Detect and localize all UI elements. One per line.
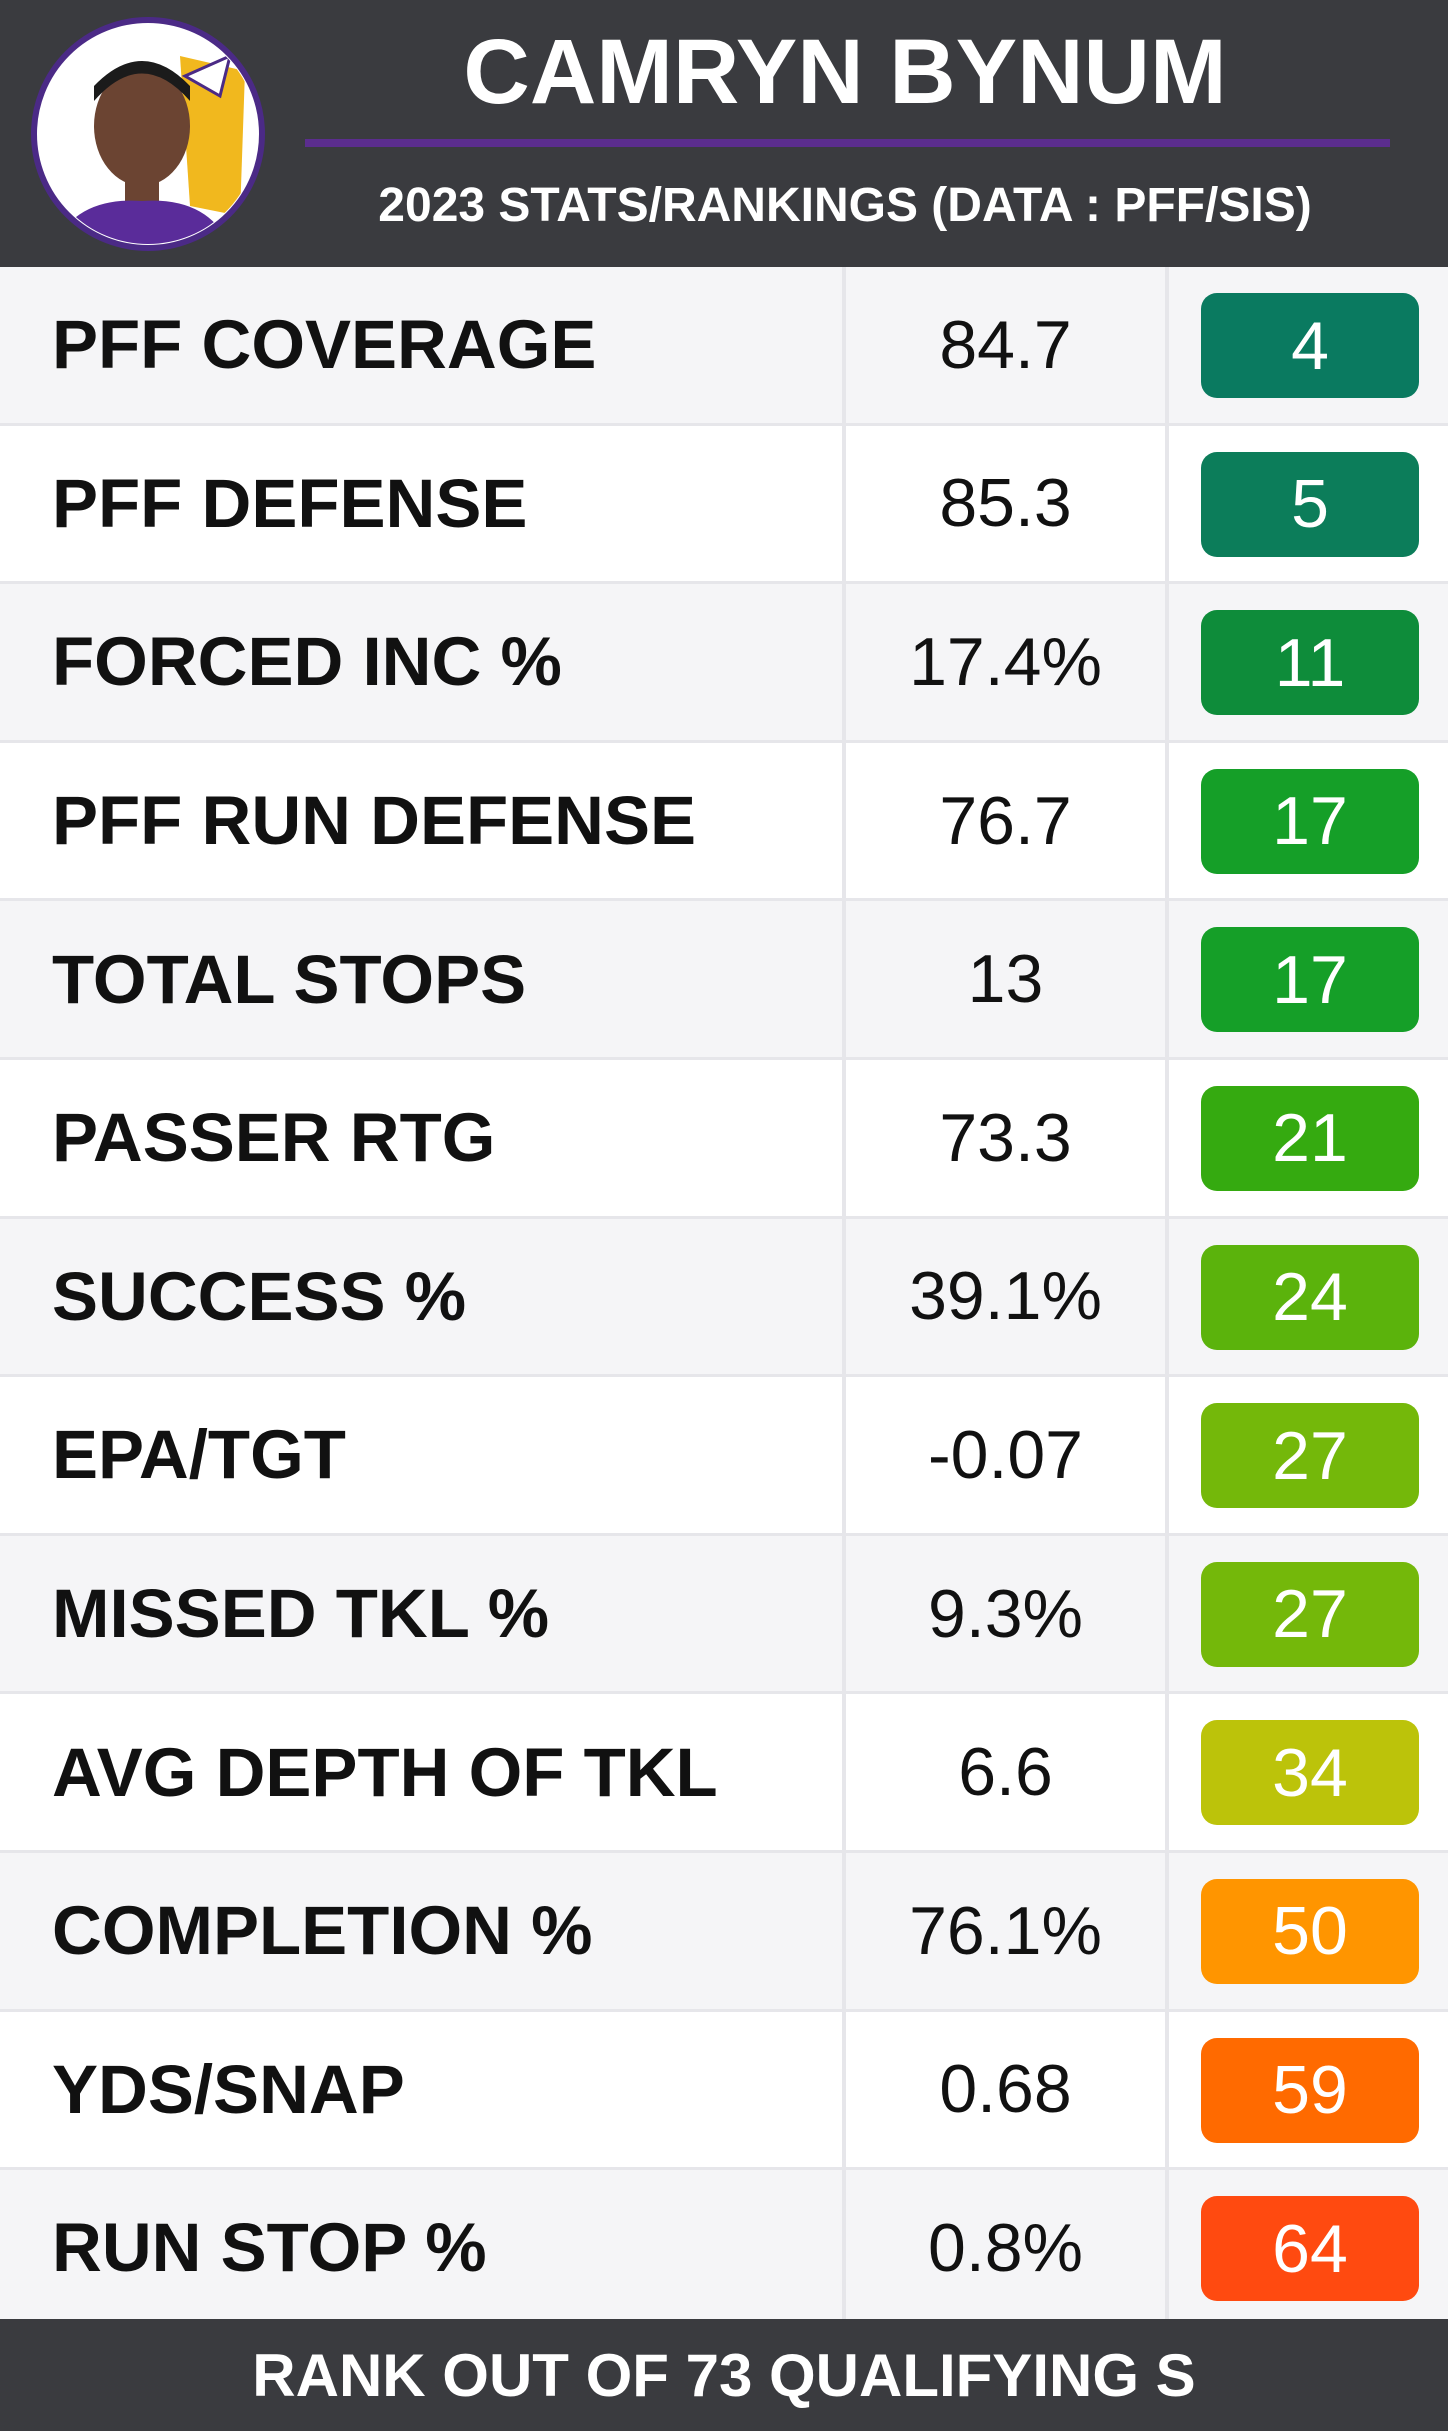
footer: RANK OUT OF 73 QUALIFYING S (0, 2319, 1448, 2431)
stat-value: 0.8% (842, 2170, 1169, 2326)
stat-row: TOTAL STOPS 13 17 (0, 901, 1448, 1060)
stat-label: PFF DEFENSE (52, 464, 528, 542)
stat-label: AVG DEPTH OF TKL (52, 1733, 718, 1811)
stat-value: 85.3 (842, 425, 1169, 582)
stat-value: 76.7 (842, 742, 1169, 899)
stat-value: 13 (842, 901, 1169, 1057)
header: CAMRYN BYNUM 2023 STATS/RANKINGS (DATA :… (0, 0, 1448, 267)
stat-label: PFF COVERAGE (52, 306, 597, 384)
divider (305, 139, 1390, 147)
stat-label: FORCED INC % (52, 623, 562, 701)
stat-row: YDS/SNAP 0.68 59 (0, 2011, 1448, 2171)
subtitle: 2023 STATS/RANKINGS (DATA : PFF/SIS) (378, 179, 1312, 232)
stat-value: 17.4% (842, 584, 1169, 740)
rank-badge: 59 (1201, 2037, 1419, 2143)
stat-value: 76.1% (842, 1852, 1169, 2009)
stat-label: RUN STOP % (52, 2209, 487, 2287)
stat-value: 39.1% (842, 1218, 1169, 1375)
stat-label: YDS/SNAP (52, 2050, 405, 2128)
stat-label: MISSED TKL % (52, 1575, 550, 1653)
stat-label: SUCCESS % (52, 1257, 467, 1335)
player-photo (31, 17, 265, 251)
rank-badge: 24 (1201, 1244, 1419, 1350)
stat-row: SUCCESS % 39.1% 24 (0, 1218, 1448, 1378)
stat-row: COMPLETION % 76.1% 50 (0, 1852, 1448, 2012)
rank-badge: 4 (1201, 293, 1419, 398)
rank-badge: 50 (1201, 1878, 1419, 1984)
stat-row: PASSER RTG 73.3 21 (0, 1059, 1448, 1219)
stat-row: EPA/TGT -0.07 27 (0, 1377, 1448, 1536)
rank-badge: 27 (1201, 1561, 1419, 1667)
stat-label: COMPLETION % (52, 1892, 593, 1970)
rank-badge: 17 (1201, 768, 1419, 874)
stat-row: PFF RUN DEFENSE 76.7 17 (0, 742, 1448, 902)
stat-value: -0.07 (842, 1377, 1169, 1533)
rank-badge: 34 (1201, 1720, 1419, 1826)
stat-value: 6.6 (842, 1694, 1169, 1850)
stat-value: 84.7 (842, 267, 1169, 423)
stat-label: TOTAL STOPS (52, 940, 527, 1018)
player-name: CAMRYN BYNUM (463, 21, 1227, 123)
rank-badge: 11 (1201, 610, 1419, 716)
stat-label: EPA/TGT (52, 1416, 346, 1494)
stat-value: 73.3 (842, 1059, 1169, 1216)
rank-badge: 21 (1201, 1085, 1419, 1191)
stat-row: PFF DEFENSE 85.3 5 (0, 425, 1448, 585)
stat-row: PFF COVERAGE 84.7 4 (0, 267, 1448, 426)
rank-badge: 17 (1201, 927, 1419, 1033)
rank-badge: 5 (1201, 451, 1419, 557)
stat-value: 0.68 (842, 2011, 1169, 2168)
stat-label: PASSER RTG (52, 1099, 496, 1177)
stat-value: 9.3% (842, 1535, 1169, 1692)
stat-row: MISSED TKL % 9.3% 27 (0, 1535, 1448, 1695)
stats-table: PFF COVERAGE 84.7 4 PFF DEFENSE 85.3 5 FORCED … (0, 267, 1448, 2329)
stat-row: RUN STOP % 0.8% 64 (0, 2170, 1448, 2329)
rank-badge: 27 (1201, 1403, 1419, 1509)
stat-row: FORCED INC % 17.4% 11 (0, 584, 1448, 743)
rank-badge: 64 (1201, 2196, 1419, 2302)
stat-label: PFF RUN DEFENSE (52, 782, 697, 860)
stat-row: AVG DEPTH OF TKL 6.6 34 (0, 1694, 1448, 1853)
